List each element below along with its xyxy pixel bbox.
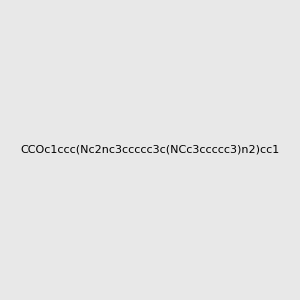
Text: CCOc1ccc(Nc2nc3ccccc3c(NCc3ccccc3)n2)cc1: CCOc1ccc(Nc2nc3ccccc3c(NCc3ccccc3)n2)cc1 xyxy=(20,145,280,155)
